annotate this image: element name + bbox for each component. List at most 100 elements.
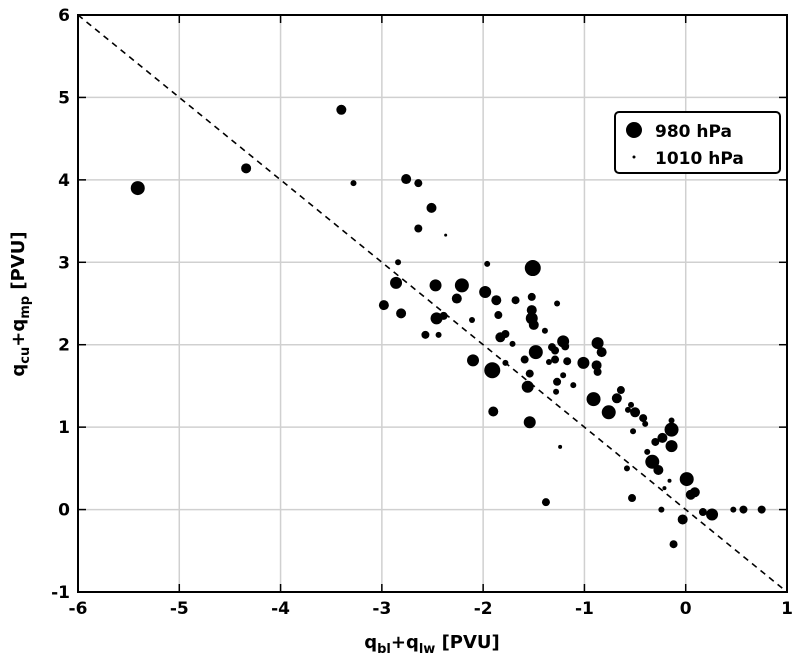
legend-label-1010: 1010 hPa — [655, 149, 744, 169]
data-points — [130, 104, 766, 549]
data-point — [558, 444, 563, 449]
data-point — [130, 181, 145, 196]
data-point — [554, 300, 561, 307]
x-tick-label: 1 — [781, 599, 793, 619]
data-point — [421, 330, 430, 339]
data-point — [677, 514, 688, 525]
data-point — [667, 478, 672, 483]
data-point — [586, 392, 601, 407]
data-point — [511, 296, 520, 305]
data-point — [669, 540, 678, 549]
data-point — [644, 448, 651, 455]
data-point — [689, 487, 700, 498]
y-tick-label: 4 — [58, 171, 70, 191]
data-point — [541, 498, 550, 507]
axis-ticks — [77, 14, 788, 593]
data-point — [414, 224, 423, 233]
legend-marker-980 — [626, 122, 642, 138]
data-point — [484, 362, 501, 379]
legend-marker-1010 — [632, 155, 636, 159]
data-point — [630, 428, 637, 435]
y-tick-label: 6 — [58, 6, 70, 26]
data-point — [469, 316, 476, 323]
data-point — [509, 340, 516, 347]
data-point — [551, 346, 560, 355]
data-point — [390, 276, 403, 289]
data-point — [491, 295, 502, 306]
data-point — [616, 386, 625, 395]
data-point — [658, 506, 665, 513]
data-point — [241, 163, 252, 174]
data-point — [526, 305, 537, 316]
data-point — [488, 406, 499, 417]
data-point — [479, 285, 492, 298]
x-tick-label: -2 — [474, 599, 493, 619]
data-point — [484, 260, 491, 267]
data-point — [553, 377, 562, 386]
data-point — [336, 104, 347, 115]
data-point — [545, 359, 552, 366]
data-point — [494, 311, 503, 320]
data-point — [527, 292, 536, 301]
data-point — [630, 407, 641, 418]
data-point — [521, 380, 534, 393]
data-point — [553, 388, 560, 395]
data-point — [623, 465, 630, 472]
data-point — [591, 337, 604, 350]
data-point — [401, 174, 412, 185]
data-point — [665, 440, 678, 453]
data-point — [698, 508, 707, 517]
data-point — [561, 342, 570, 351]
x-tick-labels: -6 -5 -4 -3 -2 -1 0 1 — [69, 599, 793, 619]
data-point — [593, 367, 602, 376]
legend-label-980: 980 hPa — [655, 122, 732, 142]
data-point — [426, 202, 437, 213]
data-point — [611, 393, 622, 404]
data-point — [591, 360, 602, 371]
x-axis-label: qbl+qlw [PVU] — [364, 632, 500, 657]
legend-box — [614, 111, 781, 174]
x-tick-label: -5 — [170, 599, 189, 619]
y-tick-label: 5 — [58, 88, 70, 108]
data-point — [454, 278, 469, 293]
plot-frame — [77, 14, 788, 593]
y-tick-label: 1 — [58, 418, 70, 438]
data-point — [577, 356, 590, 369]
data-point — [451, 293, 462, 304]
x-tick-label: 0 — [680, 599, 692, 619]
data-point — [596, 347, 607, 358]
gridlines — [77, 14, 788, 593]
y-tick-label: 2 — [58, 336, 70, 356]
data-point — [395, 259, 402, 266]
data-point — [651, 437, 660, 446]
data-point — [525, 369, 534, 378]
data-point — [668, 417, 675, 424]
x-tick-label: -6 — [69, 599, 88, 619]
data-point — [628, 401, 635, 408]
data-point — [502, 359, 509, 366]
data-point — [628, 494, 637, 503]
data-point — [739, 505, 748, 514]
x-tick-label: -1 — [575, 599, 594, 619]
data-point — [430, 312, 443, 325]
data-point — [757, 505, 766, 514]
legend: 980 hPa 1010 hPa — [614, 111, 781, 174]
y-axis-label: qcu+qmp [PVU] — [8, 231, 33, 376]
data-point — [414, 179, 423, 188]
data-point — [524, 260, 541, 277]
data-point — [528, 319, 539, 330]
data-point — [645, 454, 660, 469]
data-point — [467, 354, 480, 367]
data-point — [520, 355, 529, 364]
x-tick-label: -3 — [372, 599, 391, 619]
data-point — [528, 345, 543, 360]
data-point — [523, 416, 536, 429]
data-point — [664, 422, 679, 437]
data-point — [429, 279, 442, 292]
data-point — [501, 329, 510, 338]
data-point — [601, 405, 616, 420]
x-tick-label: -4 — [271, 599, 290, 619]
y-tick-label: -1 — [51, 583, 70, 603]
data-point — [350, 180, 357, 187]
